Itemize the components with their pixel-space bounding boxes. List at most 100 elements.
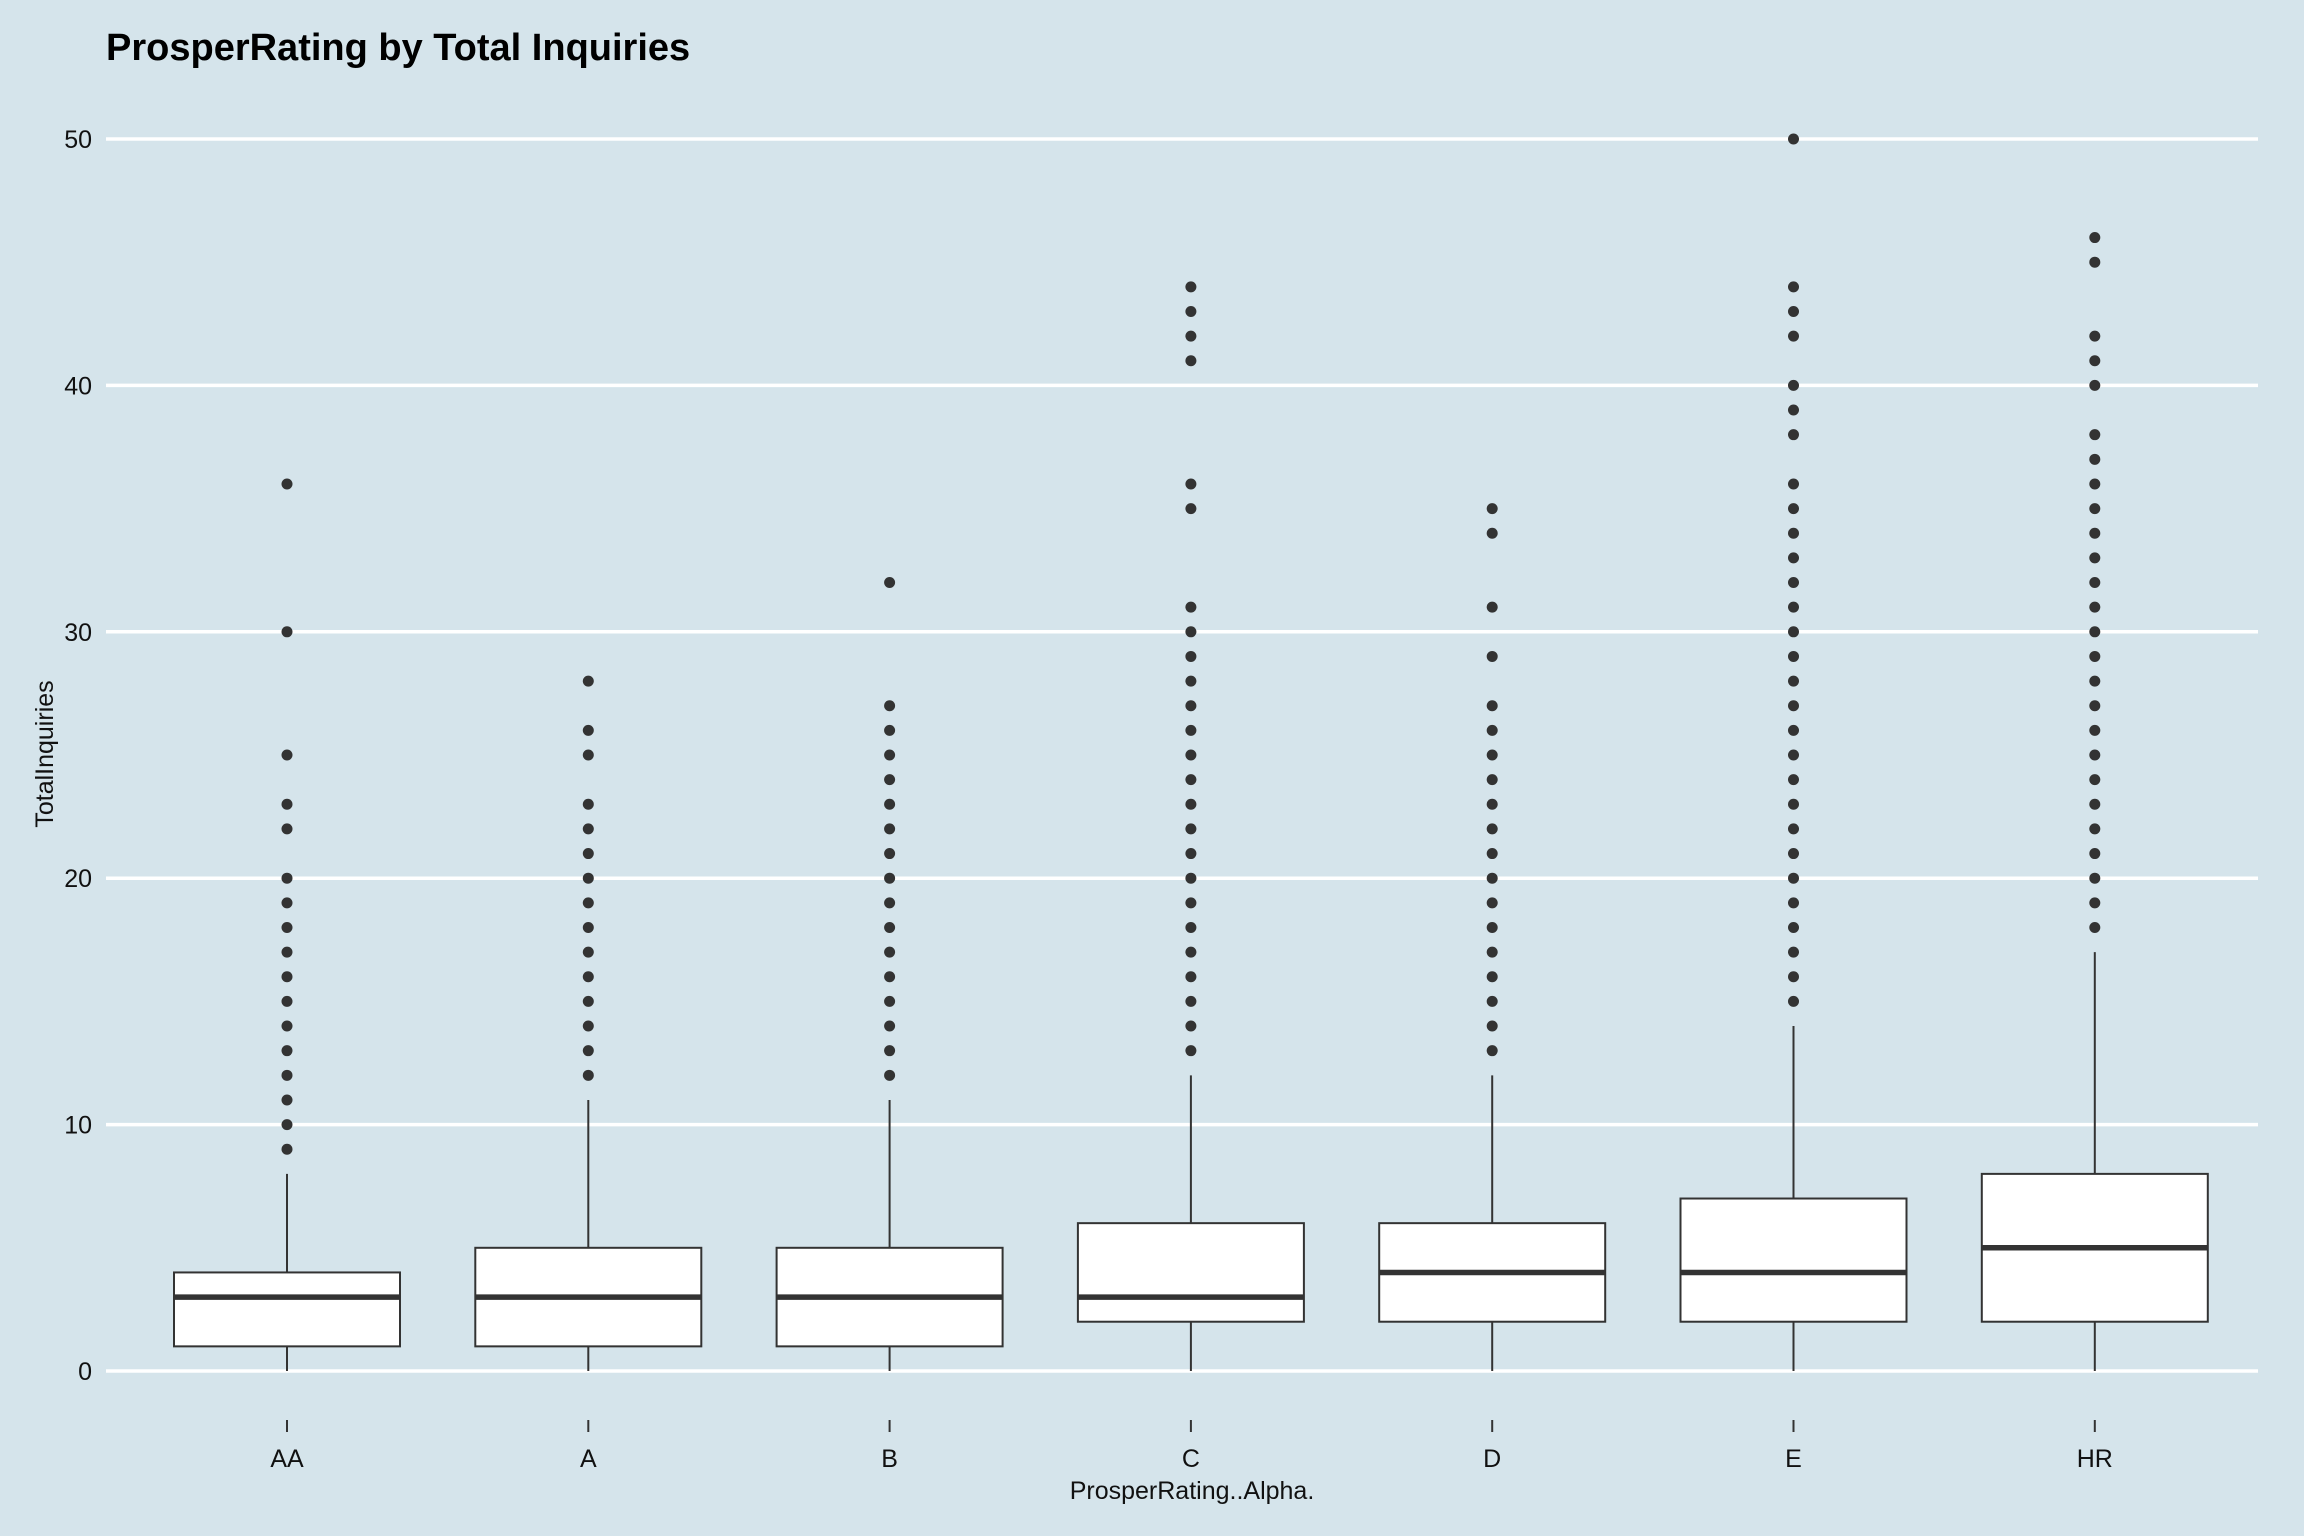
outlier-point: [1788, 429, 1799, 441]
outlier-point: [884, 749, 896, 761]
outlier-point: [582, 921, 594, 933]
chart-title: ProsperRating by Total Inquiries: [106, 27, 690, 69]
y-tick-label: 40: [64, 372, 92, 400]
outlier-point: [2089, 700, 2101, 712]
outlier-point: [2089, 749, 2101, 761]
outlier-point: [1788, 872, 1799, 884]
outlier-point: [2089, 626, 2101, 638]
outlier-point: [1788, 921, 1799, 933]
outlier-point: [1788, 848, 1799, 860]
outlier-point: [582, 1020, 594, 1032]
outlier-point: [1788, 971, 1799, 983]
outlier-point: [1185, 675, 1197, 687]
outlier-point: [2089, 798, 2101, 810]
outlier-point: [1185, 921, 1197, 933]
outlier-point: [1788, 724, 1799, 736]
outlier-point: [1788, 527, 1799, 539]
outlier-point: [281, 1094, 293, 1106]
outlier-point: [1185, 355, 1197, 367]
outlier-point: [1486, 601, 1498, 613]
outlier-point: [1788, 626, 1799, 638]
outlier-point: [2089, 724, 2101, 736]
box-A: [474, 675, 703, 1371]
outlier-point: [1486, 1045, 1498, 1057]
outlier-point: [281, 1143, 293, 1155]
x-tick-label: AA: [270, 1445, 304, 1473]
outlier-point: [281, 971, 293, 983]
outlier-point: [281, 1119, 293, 1131]
outlier-point: [281, 1045, 293, 1057]
y-tick-label: 10: [64, 1112, 92, 1140]
outlier-point: [2089, 577, 2101, 589]
boxes: [173, 133, 2209, 1371]
outlier-point: [1788, 305, 1799, 317]
outlier-point: [1185, 700, 1197, 712]
outlier-point: [582, 872, 594, 884]
outlier-point: [281, 1069, 293, 1081]
outlier-point: [582, 848, 594, 860]
iqr-box: [1076, 1222, 1305, 1323]
outlier-point: [1486, 700, 1498, 712]
outlier-point: [1486, 527, 1498, 539]
outlier-point: [1185, 848, 1197, 860]
outlier-point: [582, 675, 594, 687]
outlier-point: [884, 823, 896, 835]
x-axis-title: ProsperRating..Alpha.: [1070, 1477, 1315, 1505]
outlier-point: [582, 946, 594, 958]
outlier-point: [2089, 527, 2101, 539]
outlier-point: [2089, 872, 2101, 884]
outlier-point: [582, 749, 594, 761]
outlier-point: [1486, 823, 1498, 835]
outlier-point: [281, 946, 293, 958]
y-axis-title: TotalInquiries: [31, 680, 59, 827]
outlier-point: [1788, 478, 1799, 490]
y-tick-label: 50: [64, 126, 92, 154]
outlier-point: [2089, 921, 2101, 933]
outlier-point: [281, 823, 293, 835]
outlier-point: [582, 971, 594, 983]
box-C: [1076, 281, 1305, 1371]
outlier-point: [1486, 946, 1498, 958]
outlier-point: [1788, 700, 1799, 712]
outlier-point: [884, 946, 896, 958]
outlier-point: [884, 848, 896, 860]
outlier-point: [1788, 552, 1799, 564]
outlier-point: [1185, 724, 1197, 736]
outlier-point: [1486, 503, 1498, 515]
outlier-point: [2089, 823, 2101, 835]
outlier-point: [884, 921, 896, 933]
outlier-point: [1486, 995, 1498, 1007]
outlier-point: [884, 1069, 896, 1081]
outlier-point: [884, 1045, 896, 1057]
outlier-point: [1788, 675, 1799, 687]
x-tick-label: B: [881, 1445, 898, 1473]
box-HR: [1980, 232, 2209, 1371]
outlier-point: [1185, 946, 1197, 958]
outlier-point: [1788, 404, 1799, 416]
outlier-point: [1185, 650, 1197, 662]
outlier-point: [2089, 774, 2101, 786]
outlier-point: [1185, 995, 1197, 1007]
outlier-point: [1185, 601, 1197, 613]
outlier-point: [2089, 256, 2101, 268]
outlier-point: [884, 798, 896, 810]
outlier-point: [1486, 872, 1498, 884]
outlier-point: [1185, 823, 1197, 835]
outlier-point: [1185, 897, 1197, 909]
outlier-point: [582, 1045, 594, 1057]
outlier-point: [281, 749, 293, 761]
outlier-point: [1185, 872, 1197, 884]
outlier-point: [281, 626, 293, 638]
outlier-point: [884, 971, 896, 983]
outlier-point: [1486, 897, 1498, 909]
box-AA: [173, 478, 401, 1371]
outlier-point: [582, 724, 594, 736]
outlier-point: [2089, 897, 2101, 909]
y-tick-label: 20: [64, 865, 92, 893]
outlier-point: [1185, 971, 1197, 983]
outlier-point: [1486, 1020, 1498, 1032]
outlier-point: [1788, 995, 1799, 1007]
outlier-point: [1486, 848, 1498, 860]
